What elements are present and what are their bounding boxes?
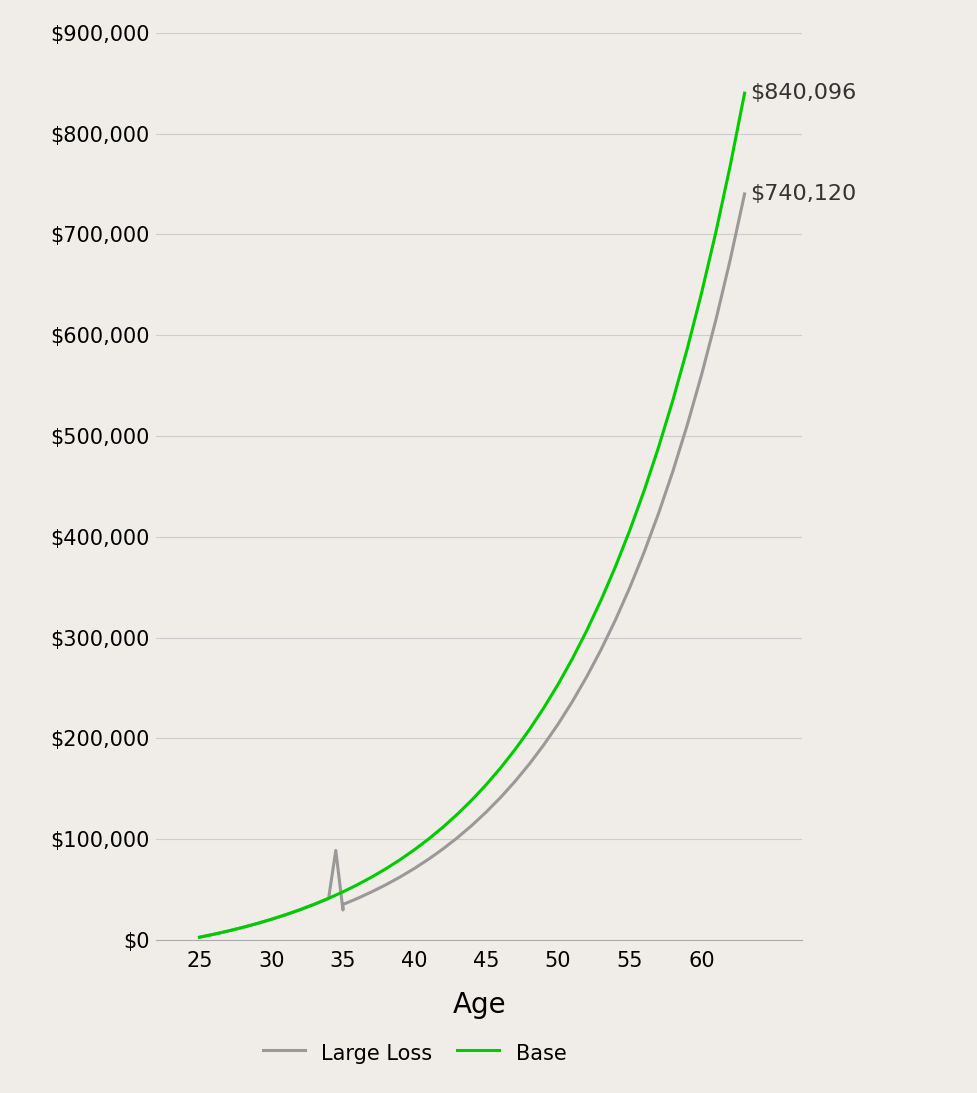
Large Loss: [279, 908, 291, 921]
Base: [494, 761, 506, 774]
Line: Base: Base: [199, 93, 743, 937]
Text: $740,120: $740,120: [749, 184, 856, 204]
Base: [279, 908, 291, 921]
Large Loss: [552, 717, 564, 730]
Base: [265, 913, 276, 926]
Base: [537, 702, 549, 715]
Base: [638, 484, 650, 497]
Large Loss: [337, 898, 349, 912]
Large Loss: [523, 757, 534, 771]
Base: [580, 624, 592, 637]
Base: [322, 892, 334, 905]
Large Loss: [480, 806, 491, 819]
Large Loss: [265, 913, 276, 926]
Base: [437, 820, 448, 833]
Large Loss: [437, 842, 448, 855]
X-axis label: Age: Age: [452, 990, 505, 1019]
Large Loss: [466, 819, 478, 832]
Large Loss: [695, 368, 706, 381]
Base: [566, 651, 577, 665]
Large Loss: [294, 903, 306, 916]
Large Loss: [451, 831, 463, 844]
Large Loss: [329, 844, 341, 857]
Large Loss: [494, 790, 506, 803]
Base: [738, 86, 749, 99]
Large Loss: [681, 419, 693, 432]
Base: [380, 862, 392, 875]
Base: [681, 342, 693, 355]
Large Loss: [580, 670, 592, 683]
Base: [523, 724, 534, 737]
Large Loss: [709, 314, 721, 327]
Base: [480, 778, 491, 791]
Base: [294, 903, 306, 916]
Line: Large Loss: Large Loss: [199, 193, 743, 937]
Large Loss: [308, 897, 319, 910]
Base: [466, 794, 478, 807]
Base: [365, 870, 377, 883]
Large Loss: [738, 187, 749, 200]
Large Loss: [666, 465, 678, 478]
Base: [609, 560, 620, 573]
Base: [695, 286, 706, 299]
Large Loss: [609, 613, 620, 626]
Base: [337, 885, 349, 898]
Legend: Large Loss, Base: Large Loss, Base: [254, 1032, 574, 1074]
Base: [251, 917, 263, 930]
Base: [408, 843, 420, 856]
Base: [193, 930, 205, 943]
Base: [595, 593, 607, 607]
Base: [394, 853, 405, 866]
Large Loss: [337, 904, 349, 917]
Base: [666, 393, 678, 407]
Large Loss: [423, 853, 435, 866]
Large Loss: [566, 695, 577, 708]
Large Loss: [638, 545, 650, 559]
Base: [552, 678, 564, 691]
Large Loss: [251, 917, 263, 930]
Large Loss: [537, 739, 549, 752]
Base: [423, 832, 435, 845]
Large Loss: [652, 507, 663, 520]
Large Loss: [724, 254, 736, 267]
Base: [236, 921, 248, 935]
Large Loss: [380, 878, 392, 891]
Large Loss: [193, 930, 205, 943]
Large Loss: [595, 643, 607, 656]
Large Loss: [365, 885, 377, 898]
Large Loss: [236, 921, 248, 935]
Large Loss: [394, 870, 405, 883]
Large Loss: [351, 892, 362, 905]
Large Loss: [623, 580, 635, 593]
Base: [652, 440, 663, 454]
Large Loss: [322, 892, 334, 905]
Large Loss: [208, 928, 220, 941]
Large Loss: [222, 925, 234, 938]
Base: [623, 524, 635, 537]
Base: [724, 160, 736, 173]
Base: [451, 808, 463, 821]
Base: [222, 925, 234, 938]
Base: [351, 879, 362, 892]
Large Loss: [509, 775, 521, 788]
Text: $840,096: $840,096: [749, 83, 856, 103]
Base: [509, 743, 521, 756]
Base: [709, 225, 721, 238]
Base: [308, 897, 319, 910]
Base: [208, 928, 220, 941]
Large Loss: [408, 861, 420, 874]
